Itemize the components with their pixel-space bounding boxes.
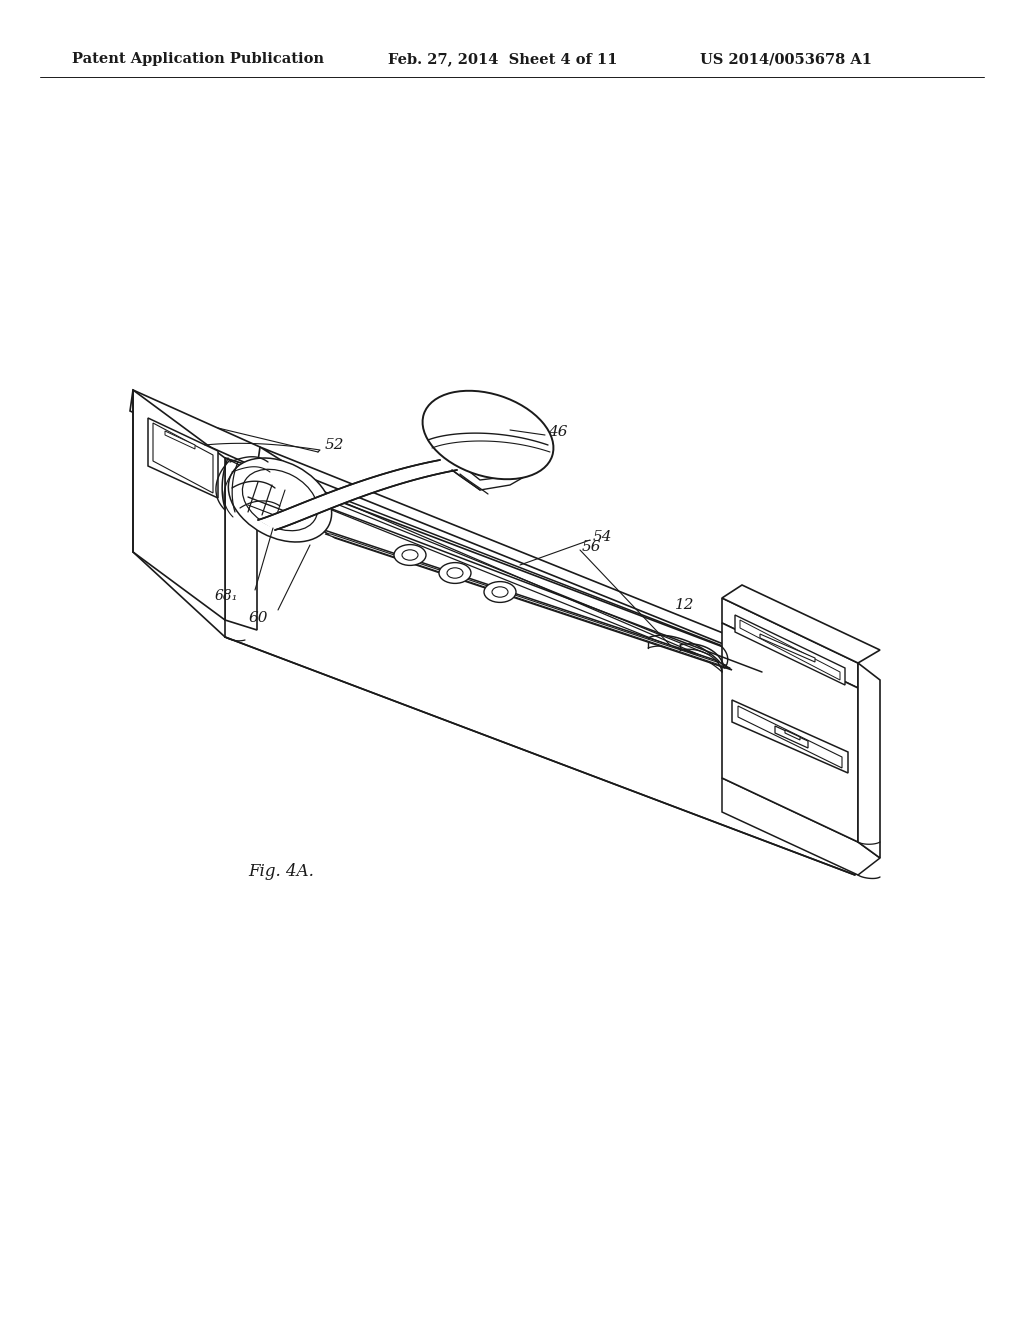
Ellipse shape	[484, 582, 516, 602]
Ellipse shape	[447, 568, 463, 578]
Polygon shape	[260, 447, 855, 697]
Text: 68₁: 68₁	[215, 589, 238, 603]
Ellipse shape	[423, 391, 553, 479]
Polygon shape	[130, 389, 260, 469]
Polygon shape	[858, 663, 880, 858]
Ellipse shape	[228, 458, 332, 543]
Polygon shape	[722, 598, 858, 688]
Polygon shape	[722, 585, 880, 663]
Polygon shape	[153, 422, 213, 492]
Polygon shape	[735, 615, 845, 685]
Text: Patent Application Publication: Patent Application Publication	[72, 53, 324, 66]
Polygon shape	[325, 535, 726, 665]
Text: 12: 12	[675, 598, 694, 612]
Text: US 2014/0053678 A1: US 2014/0053678 A1	[700, 53, 872, 66]
Polygon shape	[133, 389, 225, 620]
Ellipse shape	[439, 562, 471, 583]
Text: 52: 52	[325, 438, 344, 451]
Polygon shape	[722, 623, 858, 842]
Ellipse shape	[394, 545, 426, 565]
Polygon shape	[785, 730, 800, 741]
Polygon shape	[775, 726, 808, 748]
Polygon shape	[225, 458, 855, 875]
Polygon shape	[722, 777, 880, 875]
Polygon shape	[738, 706, 842, 768]
Polygon shape	[165, 432, 195, 449]
Polygon shape	[225, 458, 257, 630]
Ellipse shape	[402, 550, 418, 560]
Text: 54: 54	[593, 531, 612, 544]
Polygon shape	[148, 418, 218, 498]
Polygon shape	[258, 459, 457, 531]
Polygon shape	[732, 700, 848, 774]
Text: 60: 60	[249, 611, 268, 624]
Text: 46: 46	[548, 425, 567, 440]
Polygon shape	[318, 528, 732, 671]
Ellipse shape	[492, 587, 508, 597]
Polygon shape	[740, 620, 840, 680]
Text: Fig. 4A.: Fig. 4A.	[248, 863, 314, 880]
Polygon shape	[760, 634, 815, 663]
Text: Feb. 27, 2014  Sheet 4 of 11: Feb. 27, 2014 Sheet 4 of 11	[388, 53, 617, 66]
Text: 56: 56	[582, 540, 601, 554]
Ellipse shape	[243, 470, 317, 531]
